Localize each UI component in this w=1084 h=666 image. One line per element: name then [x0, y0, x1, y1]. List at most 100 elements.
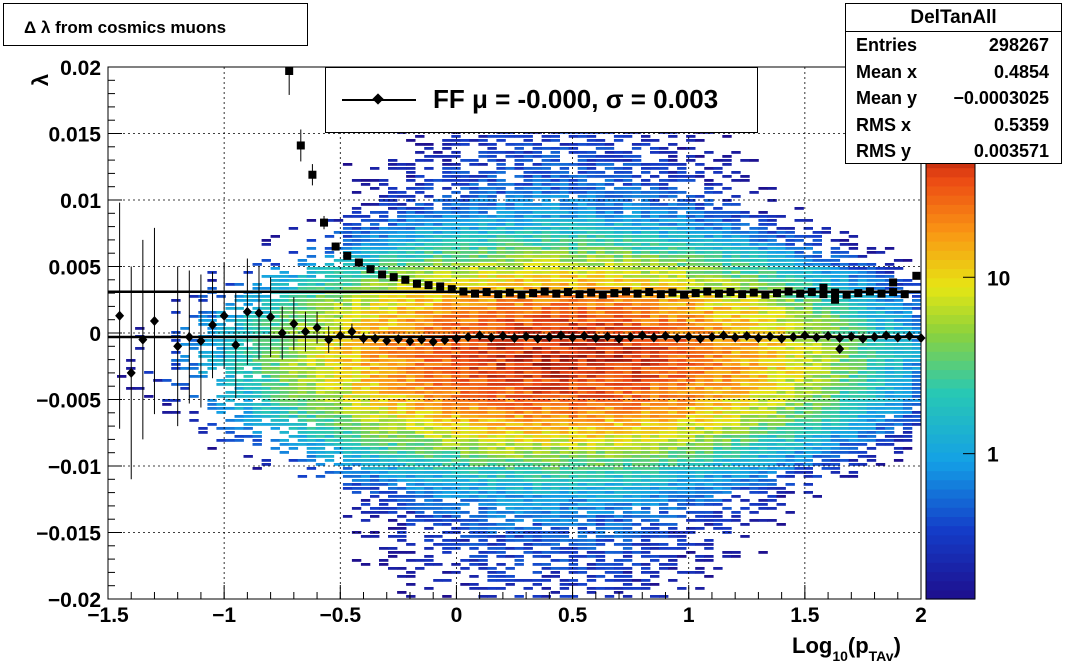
heatmap-cell: [451, 471, 461, 474]
heatmap-cell: [523, 307, 533, 310]
heatmap-cell: [604, 303, 615, 306]
heatmap-cell: [695, 407, 705, 410]
heatmap-cell: [595, 183, 606, 186]
heatmap-cell: [324, 459, 335, 462]
heatmap-cell: [550, 463, 560, 466]
heatmap-cell: [451, 151, 461, 154]
heatmap-cell: [505, 251, 515, 254]
heatmap-cell: [659, 375, 669, 378]
heatmap-cell: [650, 515, 660, 518]
heatmap-cell: [406, 419, 416, 422]
heatmap-cell: [333, 303, 344, 306]
heatmap-cell: [505, 391, 515, 394]
heatmap-cell: [360, 503, 371, 506]
heatmap-cell: [433, 543, 443, 546]
heatmap-cell: [686, 455, 696, 458]
heatmap-cell: [469, 231, 479, 234]
heatmap-cell: [379, 435, 389, 438]
heatmap-cell: [243, 339, 253, 342]
heatmap-cell: [622, 503, 633, 506]
heatmap-cell: [415, 403, 425, 406]
heatmap-cell: [532, 423, 542, 426]
heatmap-cell: [713, 231, 723, 234]
heatmap-cell: [659, 563, 669, 566]
heatmap-cell: [370, 371, 380, 374]
heatmap-cell: [279, 299, 289, 302]
heatmap-cell: [704, 475, 714, 478]
heatmap-cell: [532, 219, 542, 222]
heatmap-cell: [586, 351, 597, 354]
heatmap-cell: [397, 355, 407, 358]
heatmap-cell: [595, 191, 606, 194]
heatmap-cell: [315, 419, 326, 422]
heatmap-cell: [424, 279, 434, 282]
heatmap-cell: [668, 487, 678, 490]
heatmap-cell: [442, 531, 452, 534]
heatmap-cell: [388, 315, 398, 318]
heatmap-cell: [604, 167, 615, 170]
heatmap-cell: [297, 423, 308, 426]
heatmap-cell: [424, 499, 434, 502]
heatmap-cell: [388, 391, 398, 394]
heatmap-cell: [613, 139, 624, 142]
heatmap-cell: [424, 403, 434, 406]
heatmap-cell: [433, 439, 443, 442]
heatmap-cell: [388, 299, 398, 302]
heatmap-cell: [351, 487, 362, 490]
heatmap-cell: [523, 299, 533, 302]
heatmap-cell: [514, 579, 524, 582]
heatmap-cell: [469, 259, 479, 262]
heatmap-cell: [514, 475, 524, 478]
heatmap-cell: [360, 247, 371, 250]
heatmap-cell: [478, 459, 488, 462]
heatmap-cell: [686, 475, 696, 478]
heatmap-cell: [487, 419, 497, 422]
heatmap-cell: [686, 279, 696, 282]
heatmap-cell: [713, 435, 723, 438]
heatmap-cell: [613, 223, 624, 226]
heatmap-cell: [568, 495, 579, 498]
heatmap-cell: [550, 347, 560, 350]
heatmap-cell: [631, 395, 642, 398]
heatmap-cell: [505, 379, 515, 382]
heatmap-cell: [306, 311, 317, 314]
heatmap-cell: [613, 195, 624, 198]
heatmap-cell: [288, 371, 299, 374]
heatmap-cell: [641, 139, 651, 142]
heatmap-cell: [559, 179, 570, 182]
heatmap-cell: [532, 491, 542, 494]
heatmap-cell: [532, 275, 542, 278]
heatmap-cell: [677, 399, 687, 402]
heatmap-cell: [379, 479, 389, 482]
heatmap-cell: [686, 467, 696, 470]
heatmap-cell: [370, 439, 380, 442]
heatmap-cell: [360, 243, 371, 246]
heatmap-cell: [523, 359, 533, 362]
heatmap-cell: [704, 547, 714, 550]
heatmap-cell: [487, 483, 497, 486]
heatmap-cell: [496, 187, 506, 190]
heatmap-cell: [523, 279, 533, 282]
heatmap-cell: [487, 175, 497, 178]
heatmap-cell: [424, 559, 434, 562]
heatmap-cell: [505, 419, 515, 422]
heatmap-cell: [297, 379, 308, 382]
heatmap-cell: [388, 491, 398, 494]
heatmap-cell: [686, 403, 696, 406]
heatmap-cell: [722, 323, 732, 326]
heatmap-cell: [351, 303, 362, 306]
heatmap-cell: [505, 223, 515, 226]
heatmap-cell: [704, 263, 714, 266]
heatmap-cell: [659, 251, 669, 254]
heatmap-cell: [650, 451, 660, 454]
heatmap-cell: [532, 259, 542, 262]
heatmap-cell: [388, 475, 398, 478]
heatmap-cell: [641, 311, 651, 314]
heatmap-cell: [677, 243, 687, 246]
heatmap-cell: [189, 347, 199, 350]
heatmap-cell: [604, 423, 615, 426]
heatmap-cell: [234, 327, 244, 330]
heatmap-cell: [315, 303, 326, 306]
heatmap-cell: [722, 155, 732, 158]
heatmap-cell: [631, 211, 642, 214]
